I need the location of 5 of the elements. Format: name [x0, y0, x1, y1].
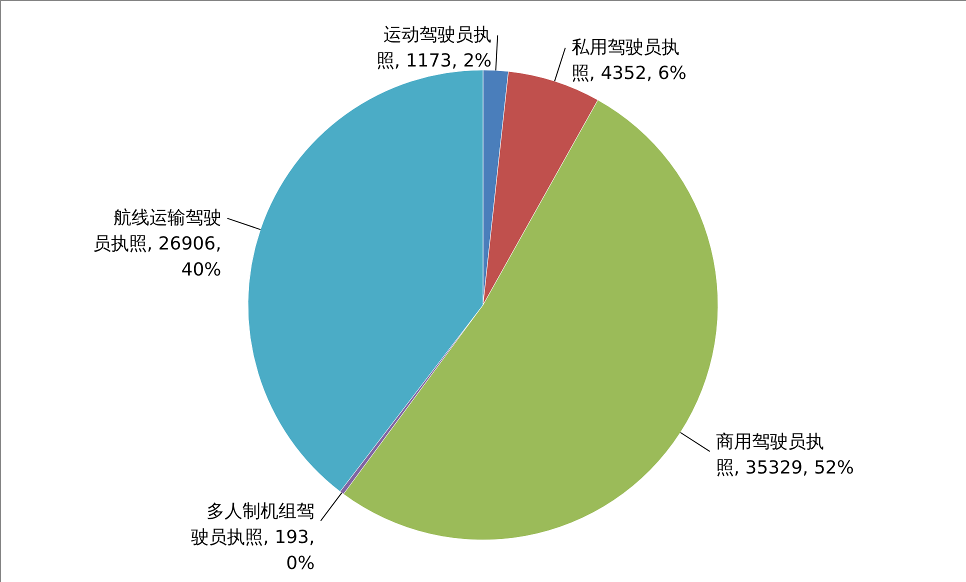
slice-label: 私用驾驶员执照, 4352, 6% — [571, 36, 687, 84]
slice-label: 多人制机组驾驶员执照, 193, 0% — [191, 500, 315, 574]
slice-label: 运动驾驶员执照, 1173, 2% — [376, 24, 492, 72]
slice-label: 航线运输驾驶员执照, 26906, 40% — [92, 207, 222, 280]
slice-label: 商用驾驶员执照, 35329, 52% — [716, 431, 854, 478]
